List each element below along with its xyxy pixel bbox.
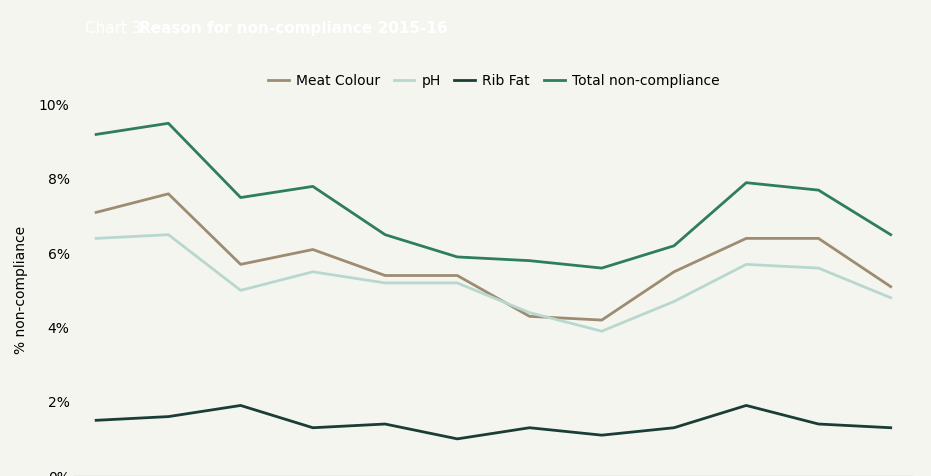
Text: Chart 3:: Chart 3: xyxy=(85,21,151,36)
Text: Reason for non-compliance 2015-16: Reason for non-compliance 2015-16 xyxy=(139,21,448,36)
Y-axis label: % non-compliance: % non-compliance xyxy=(14,226,28,355)
Legend: Meat Colour, pH, Rib Fat, Total non-compliance: Meat Colour, pH, Rib Fat, Total non-comp… xyxy=(263,69,724,93)
